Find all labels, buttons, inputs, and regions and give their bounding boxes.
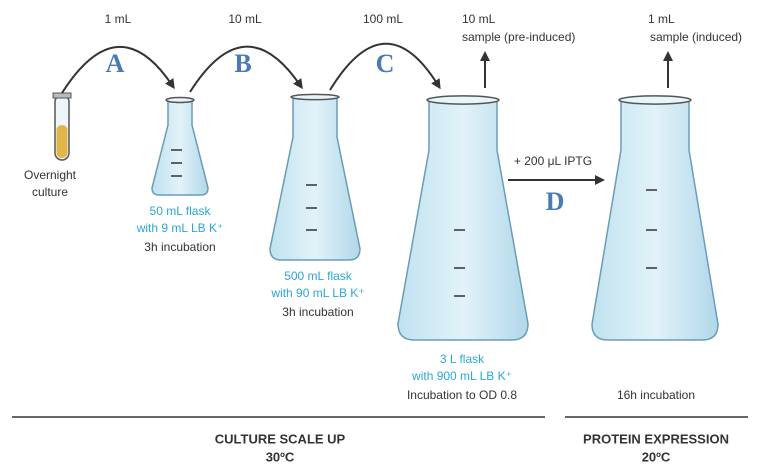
sample-label: sample (pre-induced) <box>462 30 575 44</box>
phase-title: PROTEIN EXPRESSION <box>583 431 729 446</box>
phase-title: CULTURE SCALE UP <box>215 431 346 446</box>
flask-size: 50 mL flask <box>150 204 212 218</box>
test-tube <box>52 92 72 161</box>
reagent: + 200 μL IPTG <box>514 154 592 168</box>
flask-incubation: Incubation to OD 0.8 <box>407 388 517 402</box>
inoculum-label: Overnight <box>24 168 77 182</box>
inoculum-label: culture <box>32 185 68 199</box>
flask <box>397 99 529 341</box>
flask-medium: with 9 mL LB K⁺ <box>136 221 224 235</box>
flask-size: 3 L flask <box>440 352 485 366</box>
step-letter: B <box>234 49 251 78</box>
transfer-arrow <box>189 45 303 93</box>
flask-rim <box>426 95 500 105</box>
sample-volume: 10 mL <box>462 12 496 26</box>
phase-temperature: 30ºC <box>266 449 295 464</box>
flasks <box>151 93 719 341</box>
volume: 10 mL <box>228 12 262 26</box>
transfer-arrow <box>61 46 175 94</box>
transfer-arrow <box>329 42 441 91</box>
flask-size: 500 mL flask <box>284 269 353 283</box>
flask <box>591 99 719 341</box>
sample-label: sample (induced) <box>650 30 742 44</box>
flask-medium: with 90 mL LB K⁺ <box>270 286 364 300</box>
flask-incubation: 3h incubation <box>144 240 215 254</box>
sample-volume: 1 mL <box>648 12 675 26</box>
flask-rim <box>165 96 195 104</box>
phase-temperature: 20ºC <box>642 449 671 464</box>
flask <box>151 99 209 196</box>
step-letter: D <box>546 187 565 216</box>
flask-incubation: 16h incubation <box>617 388 695 402</box>
volume: 100 mL <box>363 12 403 26</box>
flask-rim <box>290 93 340 101</box>
flask-rim <box>618 95 692 105</box>
volume: 1 mL <box>105 12 132 26</box>
step-letter: C <box>376 49 395 78</box>
flask <box>269 96 361 261</box>
step-letter: A <box>106 49 125 78</box>
flask-medium: with 900 mL LB K⁺ <box>411 369 512 383</box>
flask-incubation: 3h incubation <box>282 305 353 319</box>
